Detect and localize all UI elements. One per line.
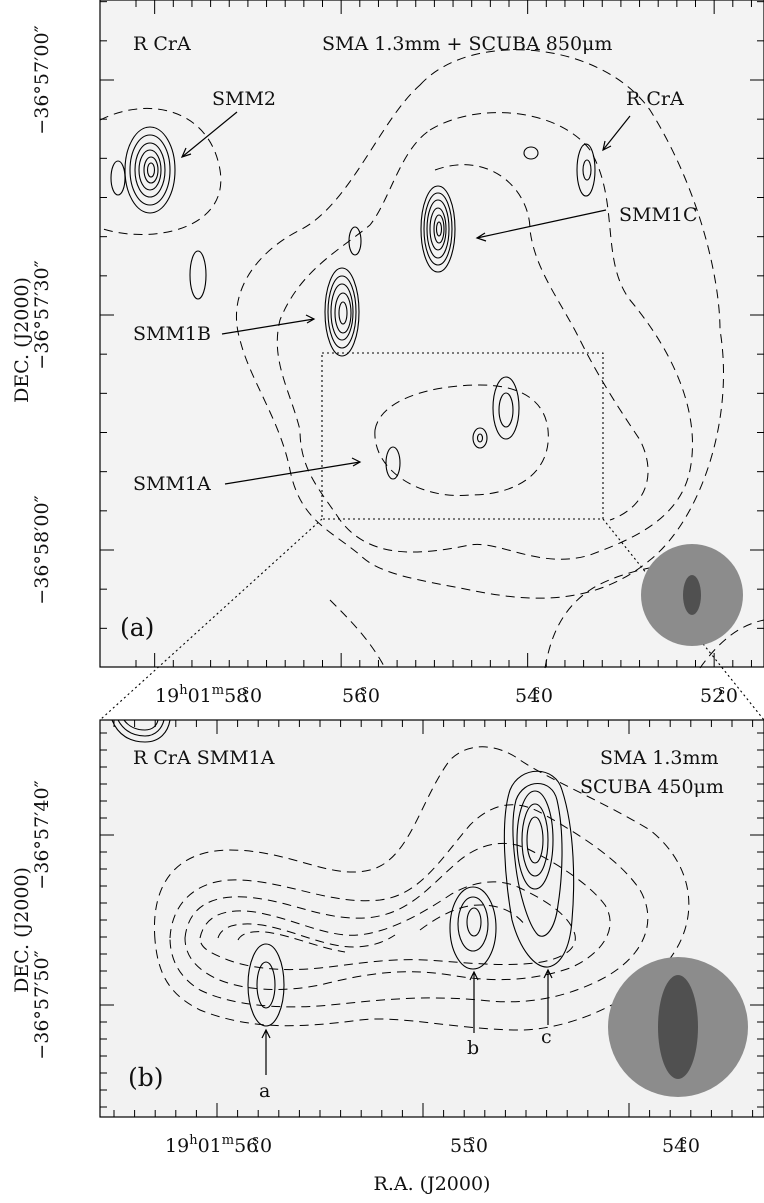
panel-b-ytick-0: −36°57′40″ — [31, 780, 53, 889]
panel-a-ytick-2: −36°58′00″ — [31, 495, 53, 604]
panel-b-panel-label: (b) — [128, 1063, 164, 1092]
panel-a-y-axis-title: DEC. (J2000) — [11, 277, 33, 403]
panel-a-object-label: R CrA — [133, 33, 191, 55]
panel-a-map-background — [100, 0, 764, 667]
source-label-smm1c: SMM1C — [619, 204, 698, 226]
panel-b-scuba-contours — [153, 746, 690, 1031]
panel-b: R CrA SMM1A SMA 1.3mm SCUBA 450μm a b c … — [11, 719, 764, 1195]
panel-b-xtick-1: 55s.0 — [450, 1133, 488, 1157]
panel-a-xtick-0: 19h01m58s.0 — [155, 683, 262, 707]
panel-a-xtick-3: 52s.0 — [700, 683, 738, 707]
panel-a-panel-label: (a) — [120, 613, 154, 642]
panel-a-arrows — [180, 111, 631, 485]
panel-b-ytick-1: −36°57′50″ — [31, 950, 53, 1059]
panel-b-ticks — [100, 720, 764, 1117]
panel-b-instrument-label-2: SCUBA 450μm — [580, 776, 724, 798]
panel-b-object-label: R CrA SMM1A — [133, 747, 275, 769]
panel-a-ytick-0: −36°57′00″ — [31, 25, 53, 134]
panel-b-x-axis-title: R.A. (J2000) — [374, 1173, 491, 1195]
source-label-smm2: SMM2 — [212, 88, 276, 110]
panel-a-ticks — [100, 0, 764, 667]
panel-b-xtick-0: 19h01m56s.0 — [165, 1133, 272, 1157]
panel-a-beam-inner — [683, 575, 701, 615]
zoom-region-box — [321, 352, 604, 520]
panel-b-instrument-label-1: SMA 1.3mm — [600, 747, 718, 769]
source-label-c: c — [541, 1026, 552, 1048]
source-label-b: b — [467, 1037, 479, 1059]
panel-a-instrument-label: SMA 1.3mm + SCUBA 850μm — [322, 33, 612, 55]
panel-a-xtick-1: 56s.0 — [342, 683, 380, 707]
source-label-smm1b: SMM1B — [133, 323, 211, 345]
source-label-smm1a: SMM1A — [133, 473, 211, 495]
panel-a-scuba-contours — [99, 49, 764, 669]
panel-b-beam-inner — [658, 975, 698, 1079]
panel-b-frame — [99, 719, 764, 1118]
panel-b-sma-contours — [247, 770, 575, 1027]
source-label-rcra: R CrA — [626, 88, 684, 110]
panel-a-xtick-2: 54s.0 — [515, 683, 553, 707]
panel-b-y-axis-title: DEC. (J2000) — [11, 867, 33, 993]
panel-b-arrows — [261, 968, 553, 1075]
panel-b-xtick-2: 54s.0 — [662, 1133, 700, 1157]
panel-a: R CrA SMA 1.3mm + SCUBA 850μm SMM2 R CrA… — [11, 0, 764, 721]
panel-a-ytick-1: −36°57′30″ — [31, 260, 53, 369]
panel-a-frame — [99, 0, 764, 668]
source-label-a: a — [259, 1080, 270, 1102]
panel-a-sma-contours — [110, 126, 596, 480]
